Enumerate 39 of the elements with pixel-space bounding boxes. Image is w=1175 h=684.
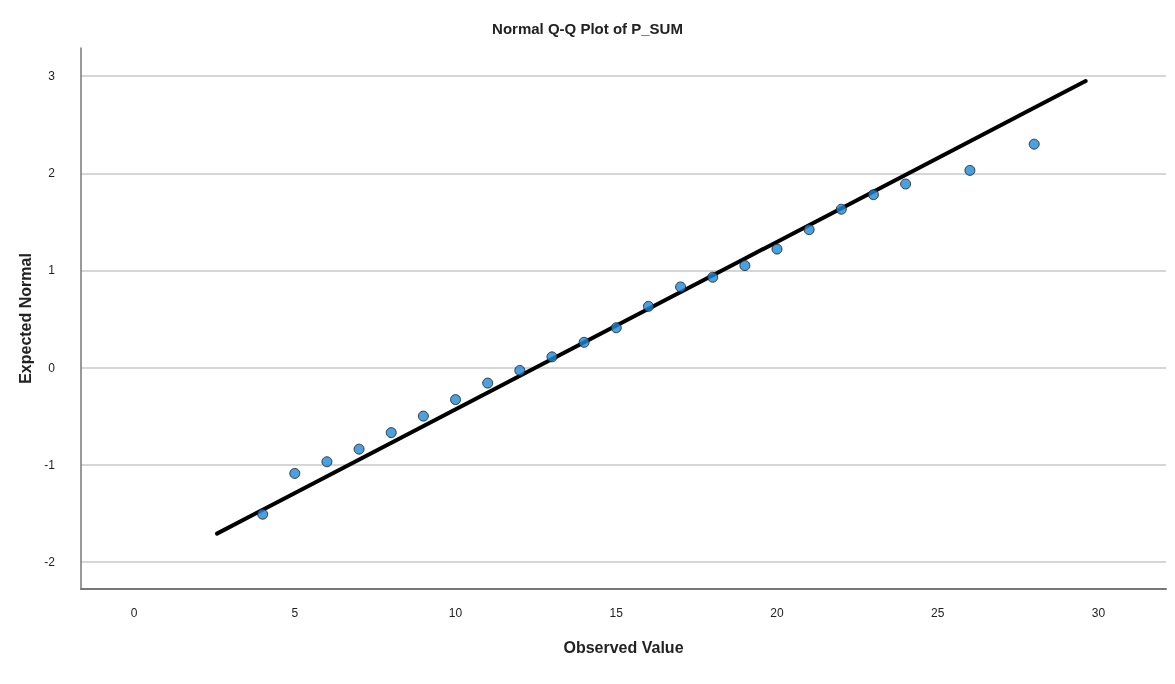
- x-axis-title: Observed Value: [563, 638, 684, 656]
- point: [707, 271, 719, 283]
- point: [450, 394, 462, 406]
- point: [867, 189, 879, 201]
- point: [578, 336, 590, 348]
- chart-title: Normal Q-Q Plot of P_SUM: [492, 20, 683, 37]
- y-tick-label: -2: [44, 554, 56, 569]
- point: [803, 224, 815, 236]
- point: [417, 410, 429, 422]
- point: [610, 322, 622, 334]
- point: [321, 456, 333, 468]
- point: [675, 281, 687, 293]
- y-tick-label: 0: [48, 360, 56, 375]
- x-tick-label: 20: [770, 606, 784, 620]
- point: [835, 203, 847, 215]
- x-tick-label: 5: [291, 606, 299, 620]
- x-tick-label: 30: [1091, 606, 1106, 620]
- point: [257, 508, 269, 520]
- x-tick-label: 25: [931, 606, 945, 620]
- y-tick-label: -1: [44, 457, 56, 472]
- x-tick-label: 15: [609, 606, 624, 620]
- point: [353, 443, 365, 455]
- point: [964, 164, 976, 176]
- point: [482, 377, 494, 389]
- y-tick-label: 3: [48, 69, 56, 84]
- x-tick-label: 10: [448, 606, 463, 620]
- point: [900, 178, 912, 190]
- point: [289, 467, 301, 479]
- y-tick-label: 1: [48, 263, 56, 278]
- point: [385, 427, 397, 439]
- point: [514, 364, 526, 376]
- y-tick-label: 2: [48, 166, 56, 181]
- point: [642, 300, 654, 312]
- y-axis-title: Expected Normal: [16, 253, 34, 384]
- x-tick-label: 0: [130, 606, 138, 620]
- point: [771, 243, 783, 255]
- point: [739, 260, 751, 272]
- point: [546, 351, 558, 363]
- point: [1028, 138, 1040, 150]
